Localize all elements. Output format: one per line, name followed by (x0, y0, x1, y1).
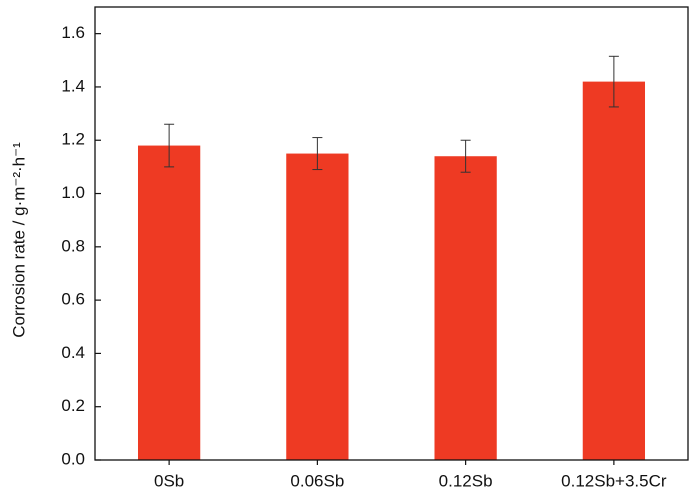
bar (434, 156, 497, 461)
y-tick-label: 1.6 (61, 23, 85, 42)
x-tick-label: 0.12Sb+3.5Cr (561, 471, 667, 490)
plot-frame (94, 6, 689, 461)
x-tick-label: 0Sb (154, 471, 184, 490)
y-tick-label: 1.0 (61, 183, 85, 202)
error-bar (164, 123, 175, 168)
y-axis-label: Corrosion rate / g·m⁻²·h⁻¹ (9, 142, 28, 338)
bar (286, 153, 349, 460)
x-tick-label: 0.12Sb (439, 471, 493, 490)
bar (137, 145, 201, 461)
y-tick-label: 0.8 (61, 236, 85, 255)
y-tick-label: 0.4 (61, 343, 85, 362)
y-tick-label: 1.2 (61, 130, 85, 149)
y-tick-label: 1.4 (61, 76, 85, 95)
bar (582, 81, 646, 461)
y-tick-label: 0.6 (61, 290, 85, 309)
error-bar (608, 55, 619, 108)
error-bar (460, 139, 471, 173)
y-tick-label: 0.2 (61, 396, 85, 415)
y-tick-label: 0.0 (61, 449, 85, 468)
error-bar (312, 137, 323, 171)
x-tick-label: 0.06Sb (290, 471, 344, 490)
